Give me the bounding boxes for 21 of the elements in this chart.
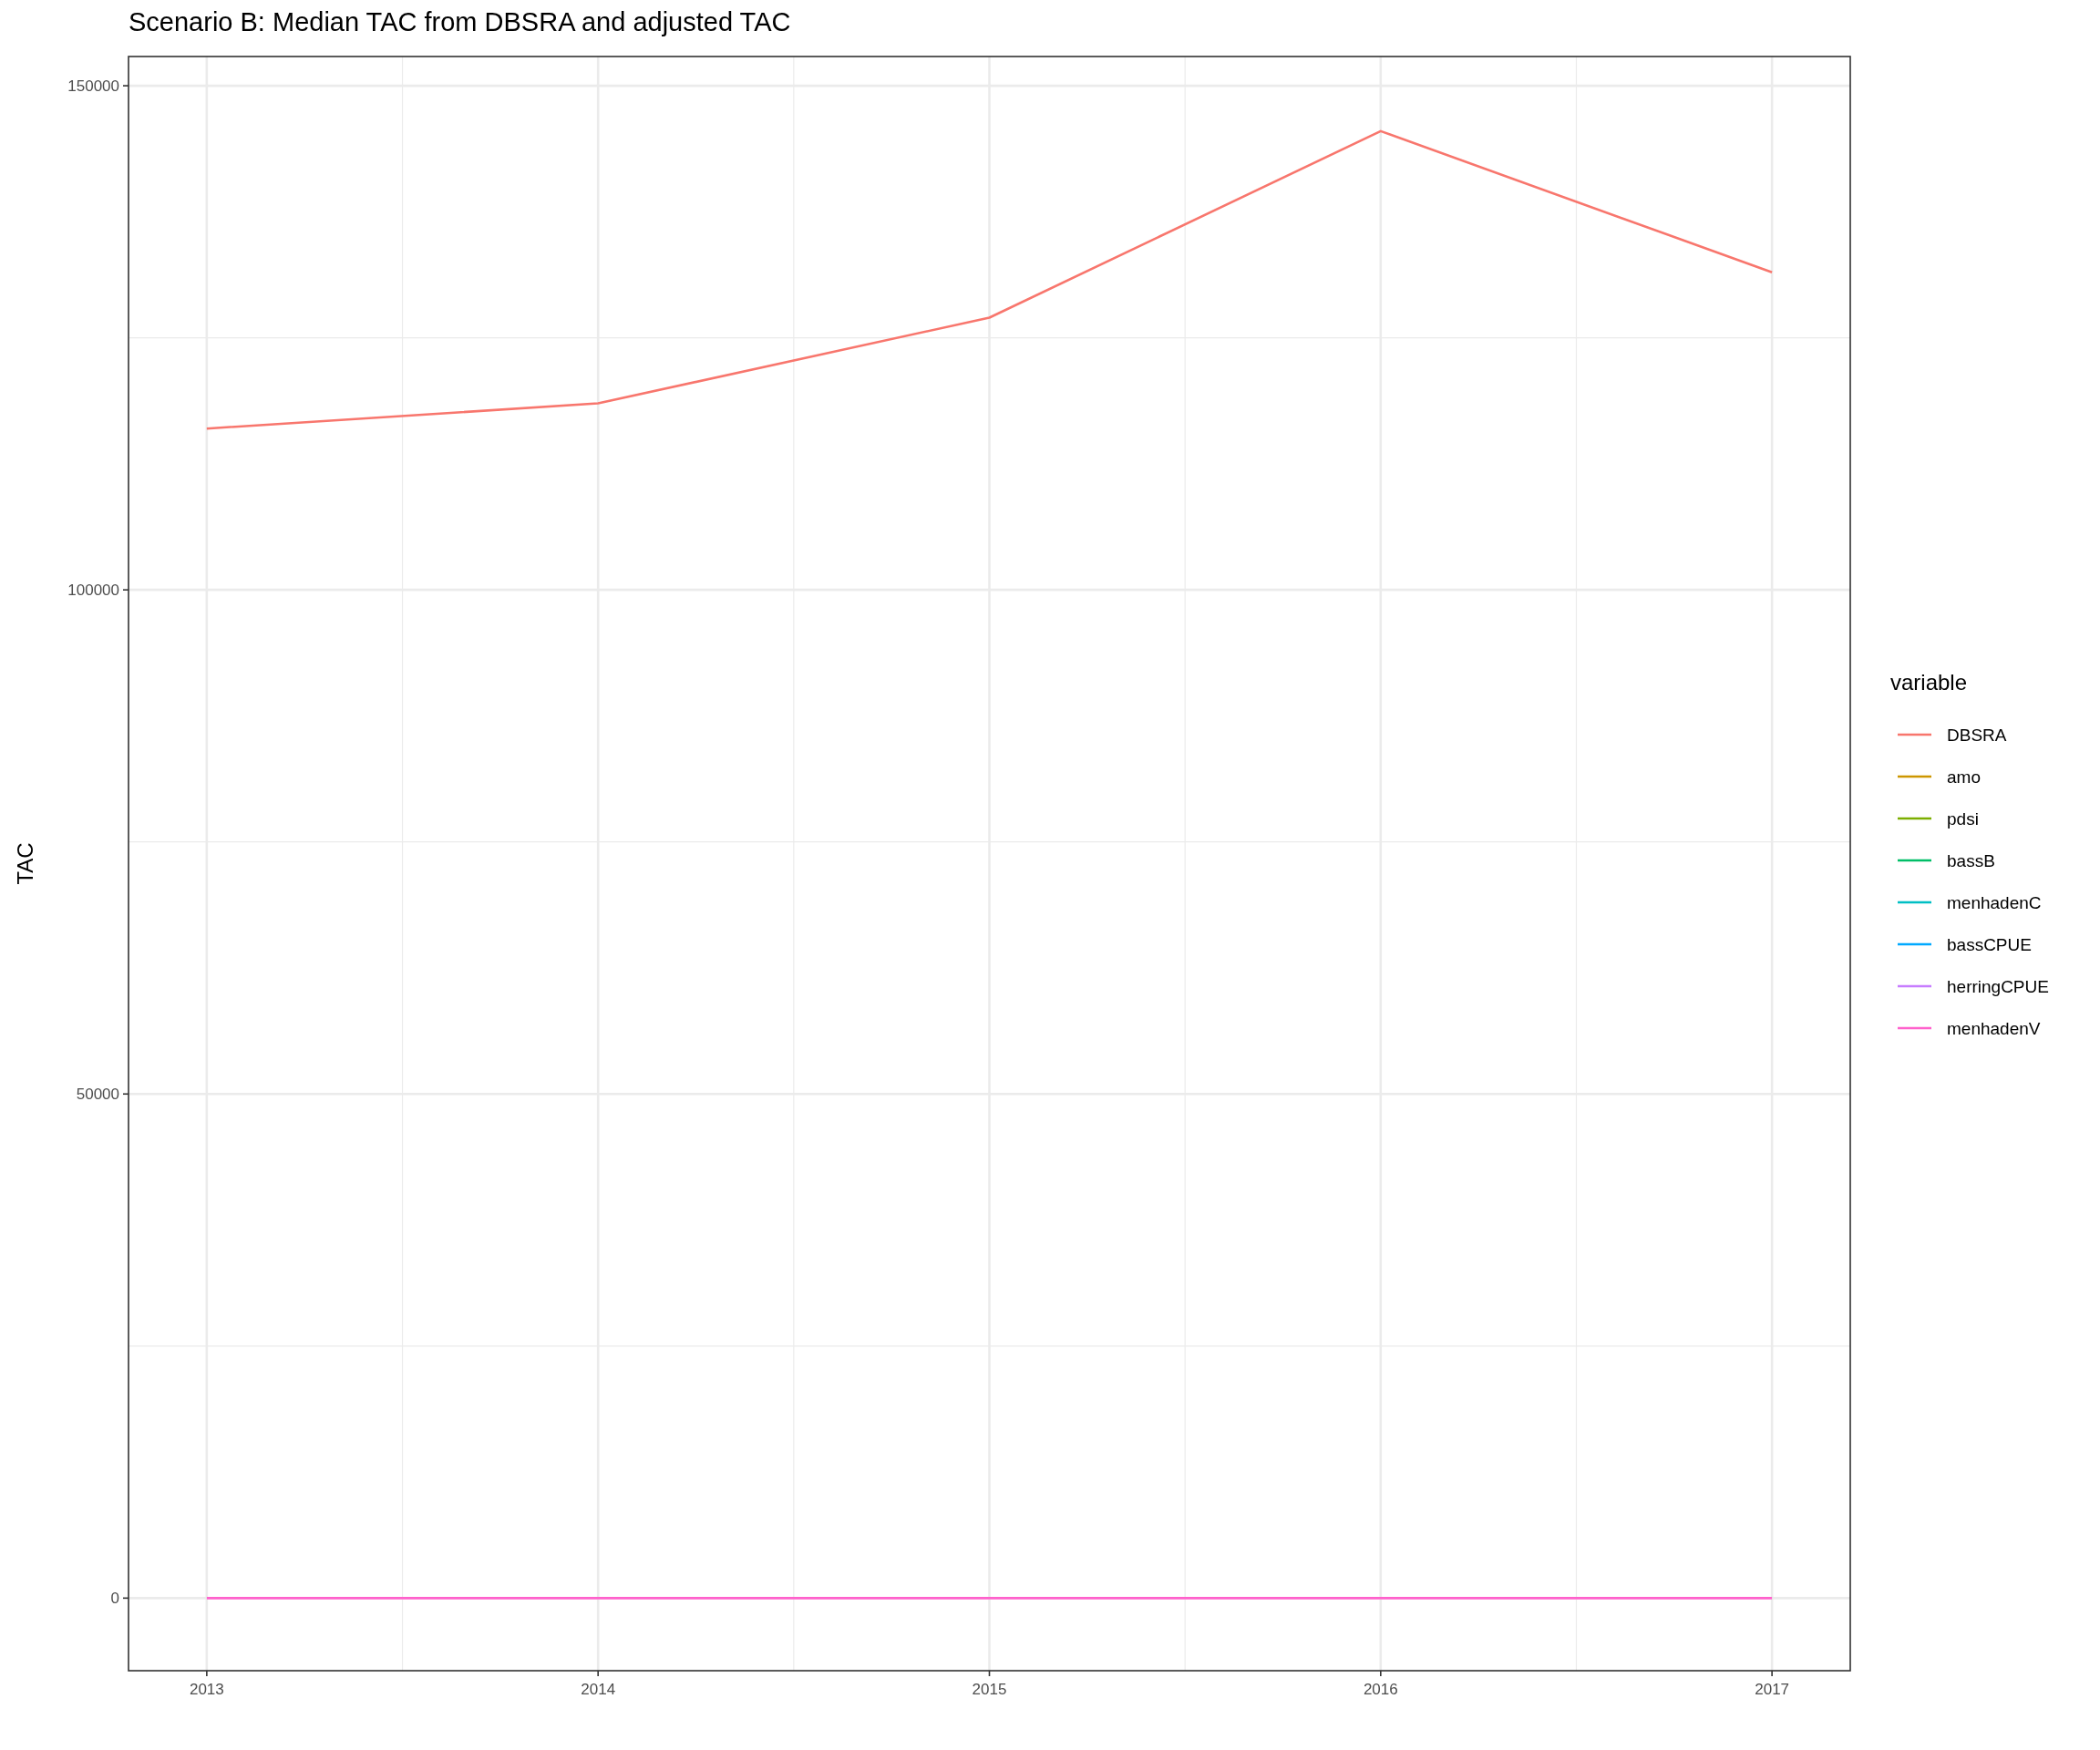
line-series xyxy=(205,129,1774,430)
legend-label: bassCPUE xyxy=(1947,934,2032,954)
legend-label: bassB xyxy=(1947,850,1995,870)
y-tick-label: 150000 xyxy=(67,77,119,95)
y-tick-label: 0 xyxy=(110,1589,119,1607)
y-tick-label: 100000 xyxy=(67,581,119,599)
legend-label: menhadenV xyxy=(1947,1018,2041,1038)
x-tick-label: 2016 xyxy=(1363,1681,1398,1698)
legend-label: herringCPUE xyxy=(1947,976,2049,996)
x-tick-label: 2013 xyxy=(189,1681,224,1698)
x-tick-label: 2017 xyxy=(1755,1681,1790,1698)
x-tick-label: 2014 xyxy=(581,1681,616,1698)
x-tick-label: 2015 xyxy=(972,1681,1007,1698)
legend-label: DBSRA xyxy=(1947,725,2007,745)
chart-title: Scenario B: Median TAC from DBSRA and adjusted TAC xyxy=(129,7,791,36)
legend-label: menhadenC xyxy=(1947,892,2042,912)
legend-title: variable xyxy=(1890,670,1968,695)
legend-label: amo xyxy=(1947,767,1981,787)
y-axis-title: TAC xyxy=(13,842,37,885)
legend-label: pdsi xyxy=(1947,808,1979,829)
y-tick-label: 50000 xyxy=(76,1085,119,1103)
